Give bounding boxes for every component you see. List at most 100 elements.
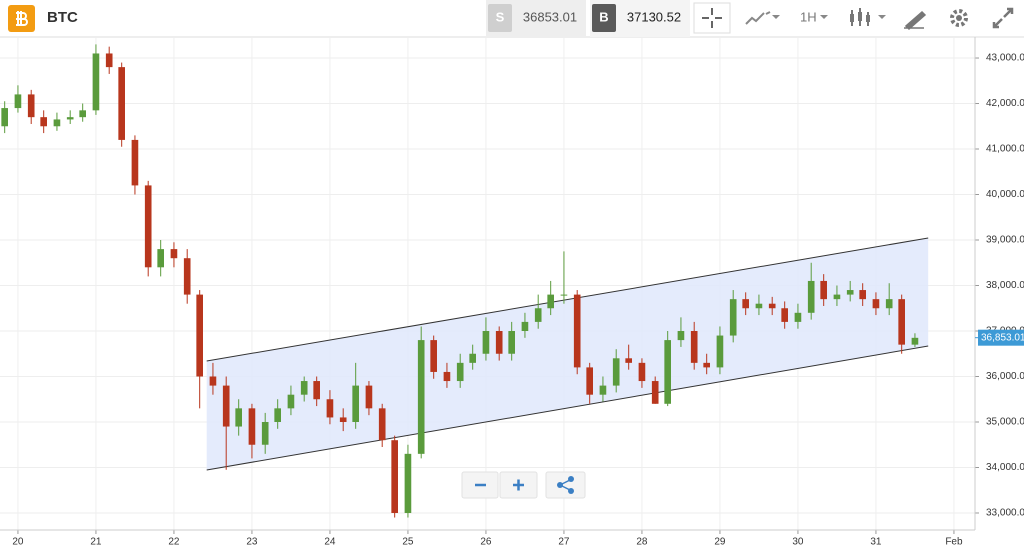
y-tick-label: 33,000.00 [986,508,1024,519]
settings-icon-center [956,15,962,21]
candle-body [79,110,86,118]
x-tick-label: 22 [168,537,180,548]
candle-body [833,294,841,300]
candle-body [209,376,217,386]
candles-icon-bodies [850,12,870,22]
candle-body [66,117,74,120]
candle-body [27,94,35,118]
candle-body [716,335,724,368]
candle-body [274,408,281,422]
candle-body [326,399,334,418]
y-tick-label: 38,000.00 [986,280,1024,291]
buy-price: 37130.52 [627,9,681,24]
x-tick-label: 29 [714,537,726,548]
candle-body [625,358,632,363]
interval[interactable]: 1H [800,9,817,24]
candle-body [781,308,788,322]
x-tick-label: 25 [402,537,414,548]
candle-body [794,312,802,322]
candle-body [222,385,230,427]
y-tick-label: 41,000.00 [986,144,1024,155]
candle-body [157,249,164,268]
last-price-label: 36,853.01 [981,332,1024,343]
candle-body [768,303,776,309]
candle-body [911,337,919,345]
candle-body [105,53,113,68]
candle-body [469,353,476,363]
candle-body [612,358,620,386]
y-tick-label: 36,000.00 [986,371,1024,382]
candle-body [755,303,763,309]
crosshair-button[interactable] [693,2,731,34]
settings-icon[interactable] [950,9,968,27]
buy-badge [592,4,616,32]
candle-body [339,417,347,422]
channel-upper-line [206,237,929,362]
candle-body [456,362,464,382]
candle-body [443,371,451,382]
candle-body [807,280,815,313]
dropdown-arrow [772,15,780,19]
share-dot [557,482,563,488]
candle-body [664,340,671,404]
candle-body [235,408,242,427]
dropdown-arrow [820,15,828,19]
draw-icon[interactable] [904,10,927,31]
candle-body [573,294,581,368]
candle-body [248,408,256,445]
candle-body [352,385,359,422]
channel-lower-line [206,345,929,471]
crosshair-icon [702,8,722,28]
share-dot [568,488,574,494]
x-tick-label: 26 [480,537,492,548]
share-button[interactable] [545,471,586,499]
candle-body [40,117,47,127]
x-tick-label: 28 [636,537,648,548]
candle-body [898,299,905,345]
candle-body [599,385,607,395]
candle-body [14,94,22,109]
candle-body [144,185,152,268]
y-tick-label: 39,000.00 [986,235,1024,246]
candle-body [261,421,269,445]
buy-label: B [599,9,608,24]
candle-body [196,294,203,377]
share-dot [568,476,574,482]
candle-body [404,453,412,513]
candle-body [365,385,373,409]
candle-body [482,330,490,354]
candle-body [131,139,139,186]
plot-area: 33,000.0034,000.0035,000.0036,000.0037,0… [0,37,1024,548]
candle-body [53,119,61,127]
candle-body [92,53,100,111]
fullscreen-icon[interactable] [992,7,1014,29]
x-tick-label: 24 [324,537,336,548]
symbol: BTC [47,9,78,26]
x-tick-label: 27 [558,537,570,548]
candle-body [859,290,866,300]
dropdown-arrow [878,15,886,19]
candle-body [651,381,659,404]
chart-type-icon[interactable] [745,11,771,25]
bitcoin-glyph [16,11,28,26]
candle-body [885,299,893,309]
candle-body [300,381,308,395]
candle-body [872,299,880,309]
candle-body [586,367,593,395]
sell-badge [488,4,512,32]
y-tick-label: 34,000.00 [986,462,1024,473]
x-tick-label: 31 [870,537,882,548]
candle-body [183,258,191,295]
candle-body [703,362,710,368]
plus-icon [513,479,524,491]
candle-body [560,294,568,296]
x-tick-label: 23 [246,537,258,548]
candle-body [378,408,386,441]
candle-body [638,362,646,382]
y-tick-label: 43,000.00 [986,53,1024,64]
candle-body [495,330,503,354]
candle-body [677,330,685,341]
candle-body [287,394,295,409]
candle-body [417,340,425,454]
